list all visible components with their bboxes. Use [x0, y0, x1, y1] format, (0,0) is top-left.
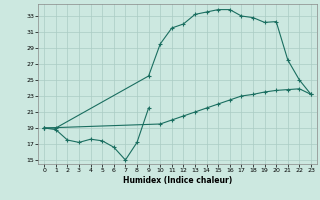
- X-axis label: Humidex (Indice chaleur): Humidex (Indice chaleur): [123, 176, 232, 185]
